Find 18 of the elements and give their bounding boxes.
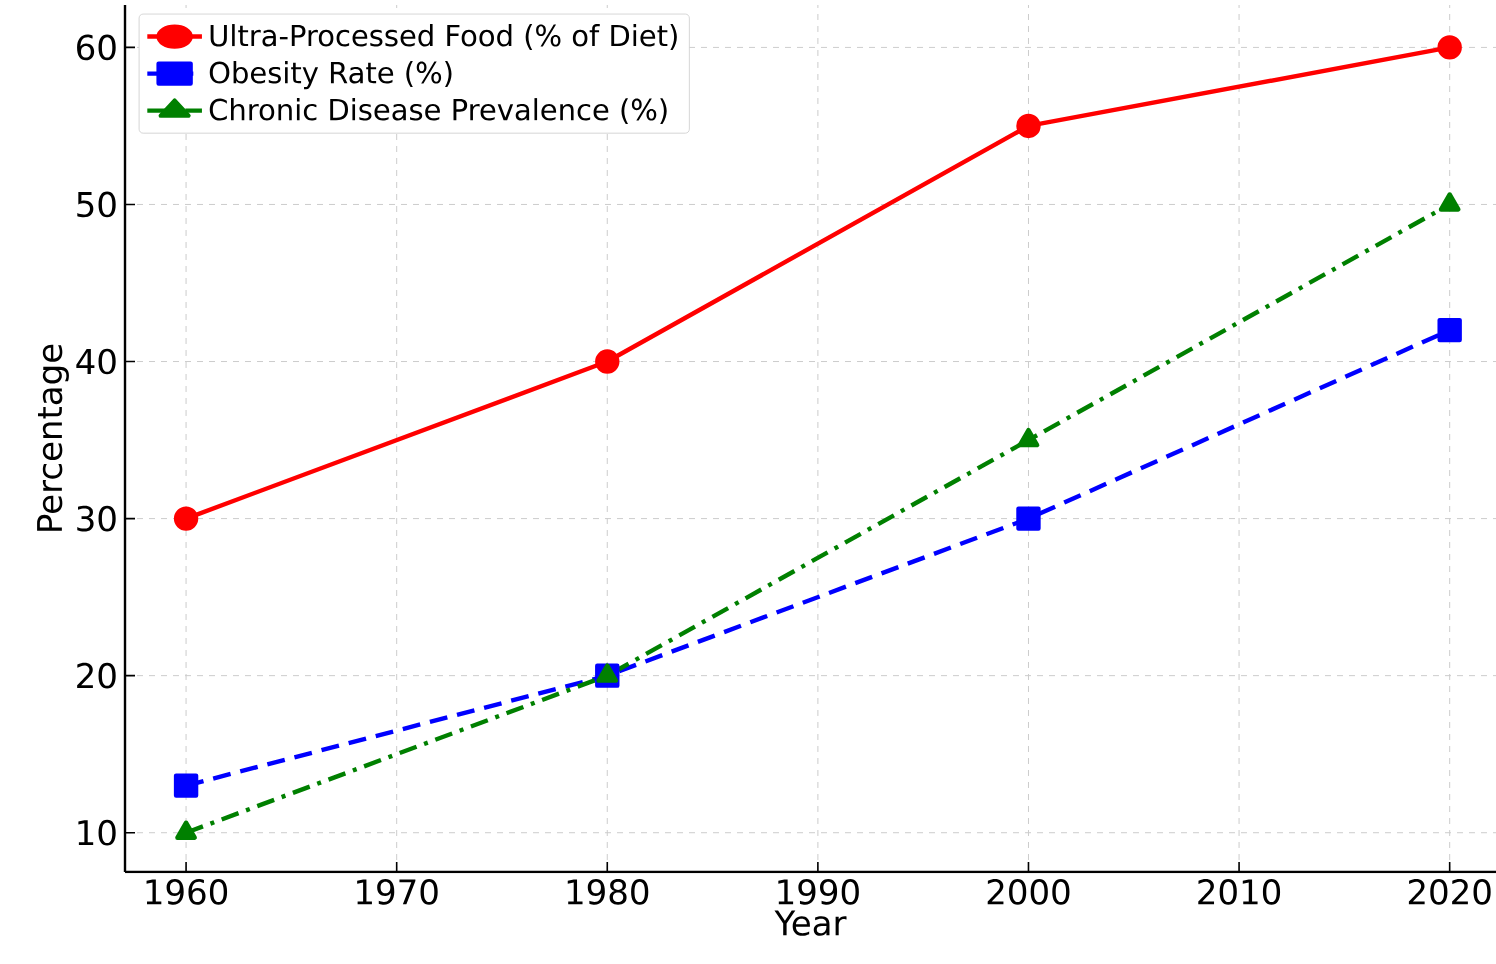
x-tick-label: 2010 — [1198, 879, 1281, 905]
legend-label: Ultra-Processed Food (% of Diet) — [210, 24, 677, 50]
x-tick-label: 2000 — [987, 879, 1070, 905]
y-tick-label: 30 — [77, 505, 116, 532]
x-tick-label: 1970 — [357, 879, 438, 905]
y-axis-title: Percentage — [37, 344, 69, 531]
legend-label: Obesity Rate (%) — [209, 61, 452, 90]
y-tick-label: 10 — [78, 819, 116, 846]
y-tick-label: 20 — [77, 662, 116, 689]
y-tick-label: 60 — [77, 34, 116, 61]
legend-label: Chronic Disease Prevalence (%) — [209, 98, 667, 124]
x-tick-label: 2020 — [1408, 879, 1491, 905]
x-tick-label: 1960 — [146, 879, 228, 905]
y-tick-label: 40 — [76, 348, 116, 375]
x-tick-label: 1980 — [567, 879, 649, 905]
x-axis-title: Year — [774, 910, 847, 936]
y-tick-label: 50 — [77, 191, 116, 218]
x-tick-label: 1990 — [778, 879, 859, 905]
